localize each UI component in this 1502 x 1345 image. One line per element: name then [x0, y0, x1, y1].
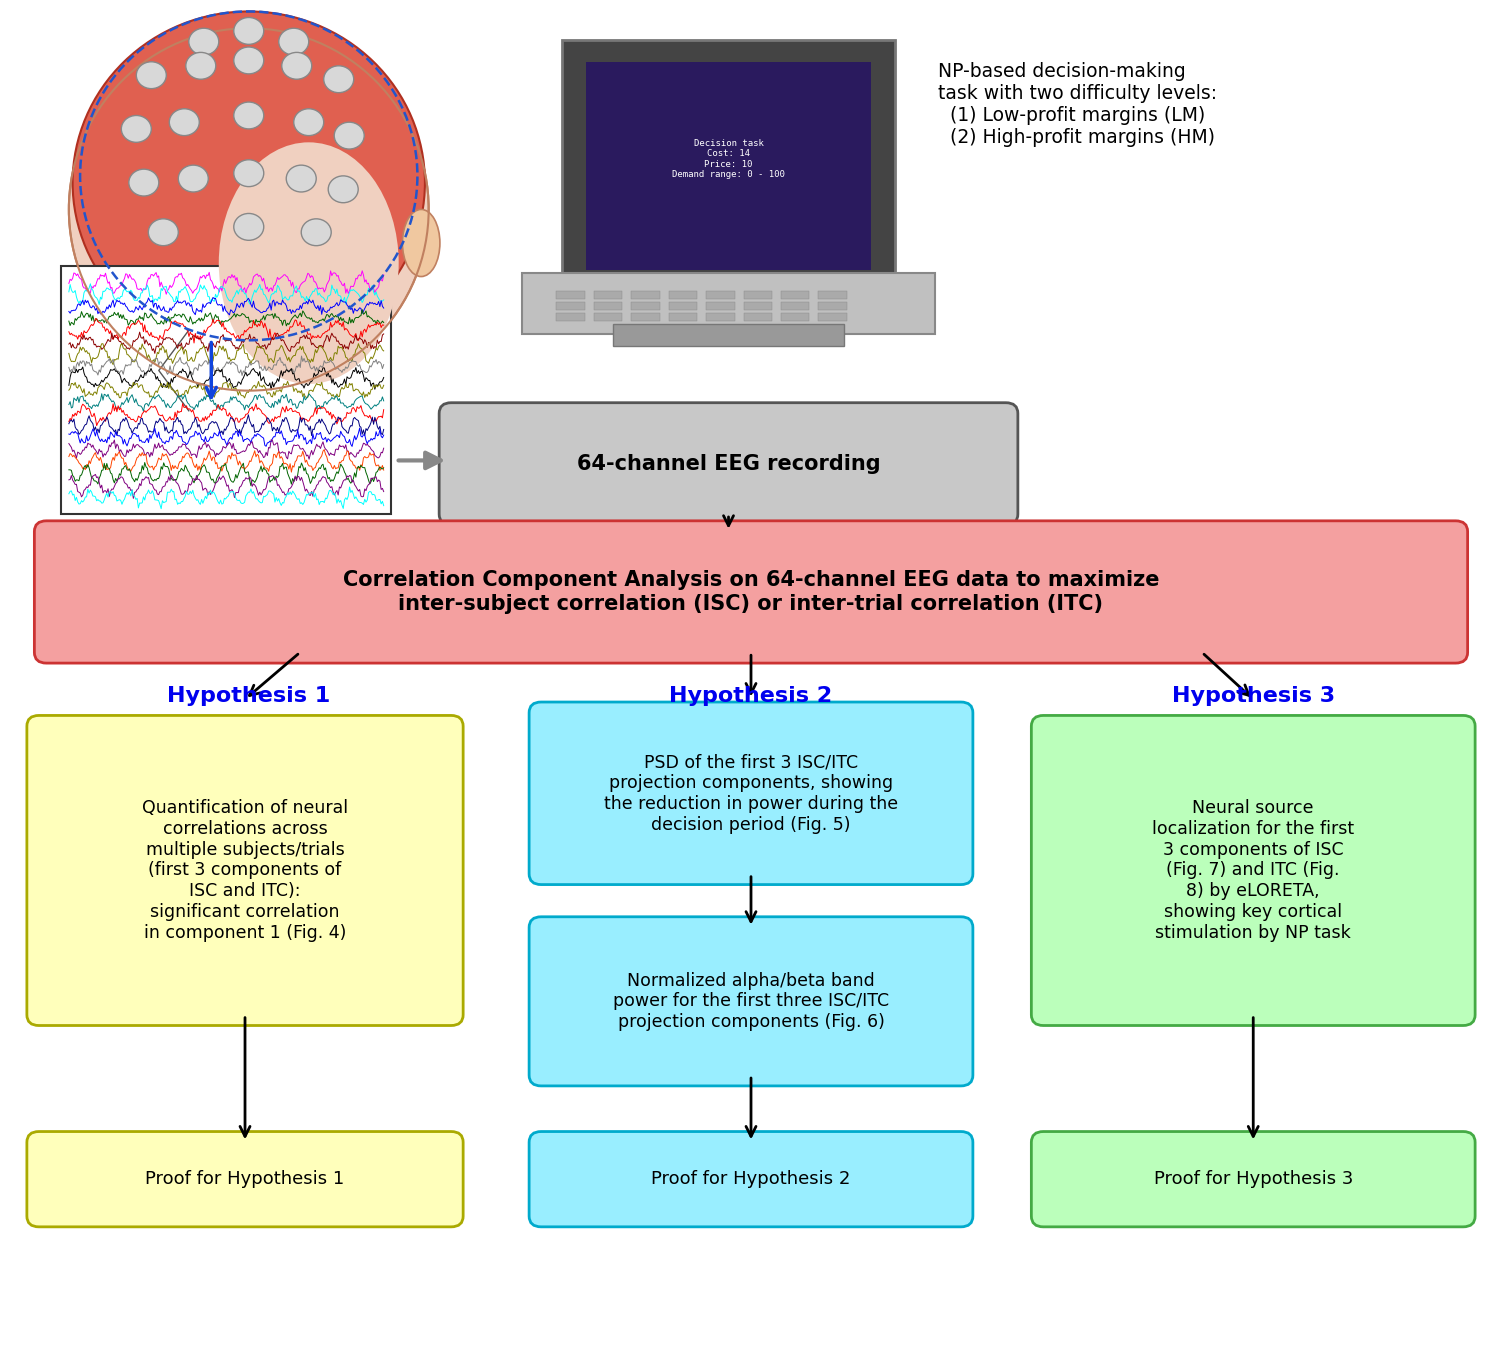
FancyBboxPatch shape [668, 292, 697, 300]
FancyBboxPatch shape [706, 313, 734, 321]
Text: 64-channel EEG recording: 64-channel EEG recording [577, 453, 880, 473]
Text: Decision task
Cost: 14
Price: 10
Demand range: 0 - 100: Decision task Cost: 14 Price: 10 Demand … [671, 139, 786, 179]
Text: PSD of the first 3 ISC/ITC
projection components, showing
the reduction in power: PSD of the first 3 ISC/ITC projection co… [604, 753, 898, 834]
FancyBboxPatch shape [743, 313, 772, 321]
Ellipse shape [72, 12, 425, 354]
Text: Hypothesis 2: Hypothesis 2 [670, 686, 832, 706]
FancyBboxPatch shape [529, 702, 973, 885]
FancyBboxPatch shape [562, 40, 895, 292]
FancyBboxPatch shape [556, 303, 584, 311]
FancyBboxPatch shape [35, 521, 1467, 663]
Circle shape [186, 52, 216, 79]
FancyBboxPatch shape [556, 292, 584, 300]
Circle shape [282, 52, 312, 79]
FancyBboxPatch shape [743, 303, 772, 311]
FancyBboxPatch shape [62, 266, 391, 514]
FancyBboxPatch shape [631, 303, 659, 311]
Circle shape [234, 47, 264, 74]
Circle shape [324, 66, 353, 93]
FancyBboxPatch shape [593, 303, 622, 311]
FancyBboxPatch shape [743, 292, 772, 300]
Text: Hypothesis 3: Hypothesis 3 [1172, 686, 1335, 706]
FancyBboxPatch shape [593, 313, 622, 321]
FancyBboxPatch shape [27, 716, 463, 1025]
Text: Neural source
localization for the first
3 components of ISC
(Fig. 7) and ITC (F: Neural source localization for the first… [1152, 799, 1355, 941]
FancyBboxPatch shape [706, 292, 734, 300]
Circle shape [329, 176, 357, 203]
FancyBboxPatch shape [631, 313, 659, 321]
FancyBboxPatch shape [529, 917, 973, 1085]
Circle shape [294, 109, 324, 136]
Circle shape [234, 214, 264, 241]
Circle shape [234, 102, 264, 129]
Text: NP-based decision-making
task with two difficulty levels:
  (1) Low-profit margi: NP-based decision-making task with two d… [939, 62, 1218, 147]
FancyBboxPatch shape [586, 62, 871, 270]
Circle shape [234, 160, 264, 187]
FancyBboxPatch shape [613, 324, 844, 347]
FancyBboxPatch shape [819, 313, 847, 321]
Polygon shape [279, 377, 353, 444]
Ellipse shape [403, 210, 440, 277]
Text: Quantification of neural
correlations across
multiple subjects/trials
(first 3 c: Quantification of neural correlations ac… [143, 799, 348, 941]
FancyBboxPatch shape [781, 313, 810, 321]
Ellipse shape [69, 28, 428, 390]
FancyBboxPatch shape [27, 1131, 463, 1227]
FancyBboxPatch shape [1032, 716, 1475, 1025]
FancyBboxPatch shape [781, 303, 810, 311]
Text: Hypothesis 1: Hypothesis 1 [167, 686, 330, 706]
FancyBboxPatch shape [706, 303, 734, 311]
Text: Normalized alpha/beta band
power for the first three ISC/ITC
projection componen: Normalized alpha/beta band power for the… [613, 971, 889, 1032]
Circle shape [137, 62, 167, 89]
FancyBboxPatch shape [1032, 1131, 1475, 1227]
Circle shape [287, 165, 317, 192]
FancyBboxPatch shape [631, 292, 659, 300]
FancyBboxPatch shape [819, 303, 847, 311]
FancyBboxPatch shape [593, 292, 622, 300]
FancyBboxPatch shape [521, 273, 936, 335]
Text: Proof for Hypothesis 3: Proof for Hypothesis 3 [1154, 1170, 1353, 1188]
FancyBboxPatch shape [668, 303, 697, 311]
FancyBboxPatch shape [668, 313, 697, 321]
Circle shape [129, 169, 159, 196]
Text: Proof for Hypothesis 1: Proof for Hypothesis 1 [146, 1170, 344, 1188]
Circle shape [179, 165, 209, 192]
FancyBboxPatch shape [819, 292, 847, 300]
Circle shape [122, 116, 152, 143]
FancyBboxPatch shape [781, 292, 810, 300]
Circle shape [279, 28, 309, 55]
Circle shape [234, 17, 264, 44]
Circle shape [302, 219, 332, 246]
FancyBboxPatch shape [439, 402, 1018, 525]
Circle shape [189, 28, 219, 55]
Text: Proof for Hypothesis 2: Proof for Hypothesis 2 [652, 1170, 850, 1188]
FancyBboxPatch shape [529, 1131, 973, 1227]
Circle shape [149, 219, 179, 246]
Circle shape [170, 109, 200, 136]
Text: Correlation Component Analysis on 64-channel EEG data to maximize
inter-subject : Correlation Component Analysis on 64-cha… [342, 570, 1160, 613]
FancyBboxPatch shape [556, 313, 584, 321]
Ellipse shape [219, 143, 398, 383]
Circle shape [335, 122, 363, 149]
